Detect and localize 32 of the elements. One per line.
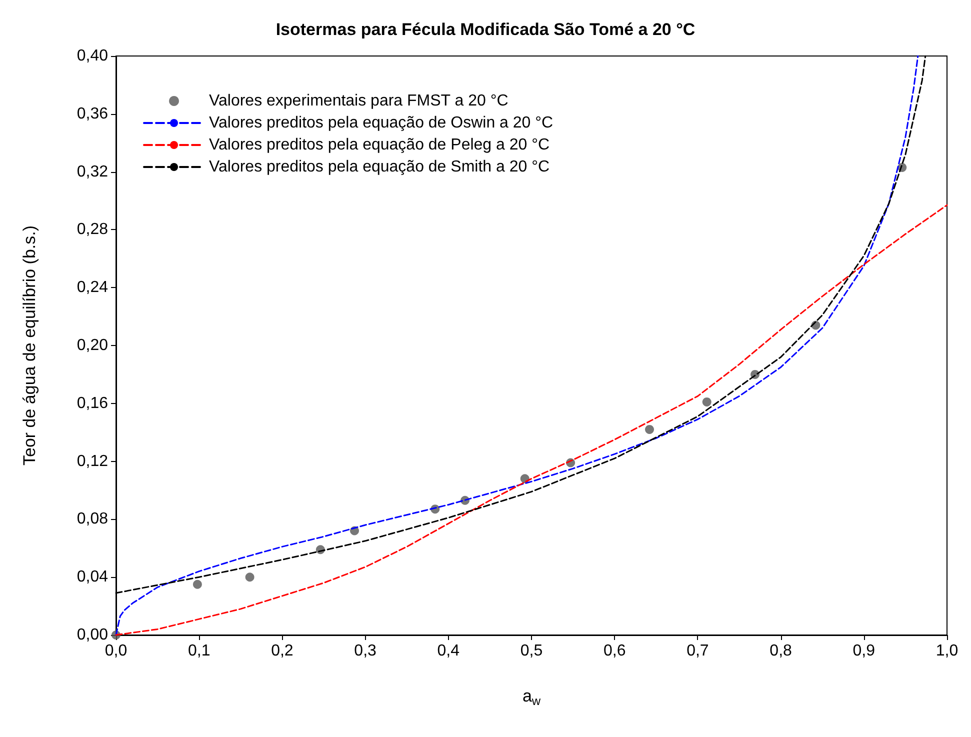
x-tick-label: 0,1 [188,642,210,660]
y-tick-label: 0,12 [76,452,108,470]
x-tick-label: 0,0 [104,642,128,660]
y-tick-label: 0,36 [76,105,108,122]
y-tick-label: 0,04 [76,568,108,586]
legend-label: Valores preditos pela equação de Oswin a 20 °C [209,114,554,132]
x-tick-label: 0,7 [686,642,709,660]
point [645,424,654,434]
y-tick-label: 0,40 [76,48,108,64]
y-tick-label: 0,28 [76,221,108,238]
x-tick-label: 0,4 [437,642,460,660]
point [702,397,712,406]
x-tick-label: 0,2 [271,642,294,660]
x-tick-label: 0,8 [770,642,792,660]
point [192,580,202,589]
legend-label: Valores preditos pela equação de Peleg a 20 °C [209,136,550,154]
y-tick-label: 0,24 [76,279,108,296]
legend-label: Valores preditos pela equação de Smith a 20 °C [209,158,550,176]
x-tick-label: 1,0 [936,642,958,660]
y-tick-label: 0,16 [76,394,108,412]
y-tick-label: 0,20 [76,337,108,354]
y-tick-label: 0,08 [76,510,108,528]
chart-title: Isotermas para Fécula Modificada São Tomé a 20 °C [276,20,696,39]
y-axis-title: Teor de água de equilíbrio (b.s.) [20,225,39,466]
y-tick-label: 0,00 [76,626,108,644]
x-tick-label: 0,3 [354,642,377,660]
x-tick-label: 0,6 [603,642,626,660]
y-tick-label: 0,32 [76,163,108,180]
x-tick-label: 0,5 [520,642,543,660]
x-tick-label: 0,9 [852,642,876,660]
legend-label: Valores experimentais para FMST a 20 °C [209,92,508,110]
point [245,572,254,582]
